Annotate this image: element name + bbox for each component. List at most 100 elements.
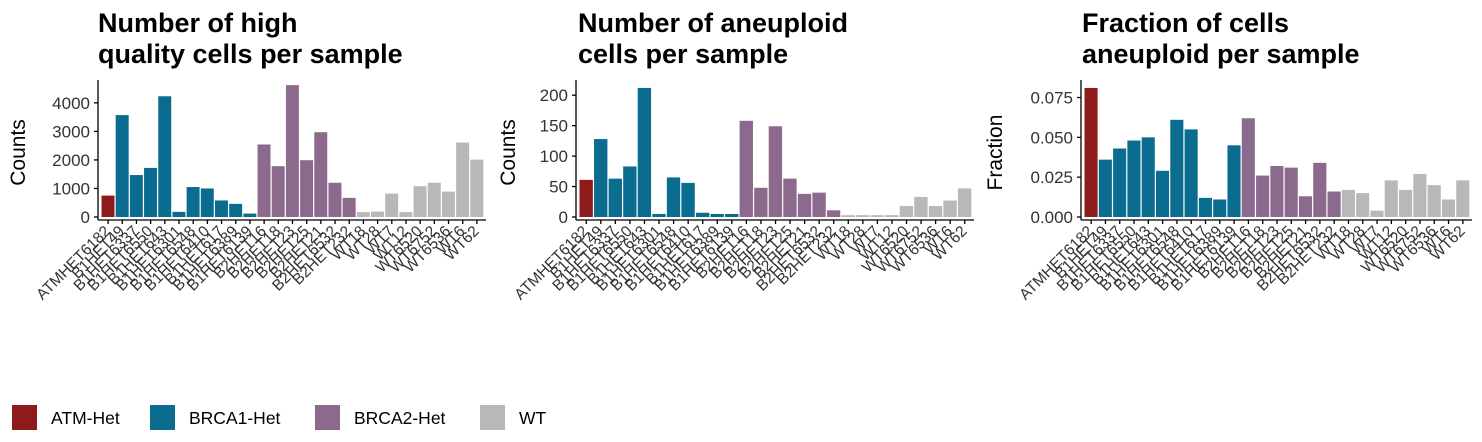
bar-B2HET23	[768, 126, 783, 217]
y-tick-label: 3000	[52, 122, 90, 141]
y-tick-label: 150	[540, 117, 568, 136]
legend-label: ATM-Het	[51, 408, 120, 428]
bar-B2HET25	[783, 178, 797, 217]
bar-B1HET6139	[1227, 145, 1241, 217]
bar-WT18	[841, 215, 855, 217]
legend-swatch	[12, 405, 37, 430]
legend-swatch	[315, 405, 340, 430]
y-axis-label: Counts	[497, 119, 520, 186]
bar-WT62	[1456, 180, 1470, 217]
bar-WT7	[385, 193, 399, 217]
bar-WT6536	[928, 206, 943, 217]
bar-B1HET6337	[608, 178, 622, 217]
bar-B2HET21	[314, 132, 328, 217]
bar-ATMHET6182	[579, 179, 593, 217]
bar-B1HET617	[695, 212, 710, 217]
bar-B1HET6410	[200, 188, 214, 217]
bar-B2HET25	[300, 160, 314, 217]
bar-B1HET49	[1098, 159, 1112, 217]
bar-B2HET25	[1284, 167, 1298, 217]
y-tick-label: 0	[81, 208, 90, 227]
legend-label: BRCA1-Het	[189, 408, 281, 428]
bar-B1HET6337	[129, 175, 143, 217]
bar-B1HET6550	[144, 167, 158, 217]
bar-WT28	[856, 215, 870, 217]
chart-title-line: Number of aneuploid	[578, 8, 848, 38]
bar-ATMHET6182	[101, 195, 115, 217]
legend-label: WT	[519, 408, 547, 428]
chart-title-line: cells per sample	[578, 39, 788, 69]
bar-B2HET23	[285, 85, 299, 217]
bar-WT62	[470, 159, 484, 217]
bar-WT6536	[441, 191, 455, 217]
chart-title-line: quality cells per sample	[98, 39, 403, 69]
y-tick-label: 0.025	[1030, 168, 1073, 187]
legend-swatch	[150, 405, 175, 430]
bar-B2HET18	[754, 187, 768, 217]
y-tick-label: 0.075	[1030, 89, 1073, 108]
bar-B1HET643	[158, 96, 172, 217]
bar-WT7	[870, 215, 884, 217]
bar-WT6752	[914, 196, 928, 217]
y-axis-label: Counts	[7, 119, 30, 186]
bar-B1HET6550	[1127, 140, 1141, 217]
bar-B1HET6410	[681, 182, 695, 217]
bar-WT6520	[899, 206, 914, 217]
bar-B1HET6139	[725, 213, 739, 217]
bar-B1HET6410	[1184, 129, 1198, 217]
bar-B1HET617	[214, 200, 228, 217]
bar-B2HET23	[1270, 166, 1284, 217]
bar-B2HET6532	[328, 182, 342, 217]
bar-B2HET6532	[1313, 162, 1327, 217]
y-tick-label: 0.000	[1030, 208, 1073, 227]
y-tick-label: 200	[540, 86, 568, 105]
bar-WT6520	[413, 186, 427, 217]
bar-WT12	[885, 215, 899, 217]
bar-B1HET6548	[1170, 119, 1184, 217]
bar-WT7	[1370, 210, 1384, 217]
chart-title-line: aneuploid per sample	[1082, 39, 1360, 69]
bar-WT28	[371, 211, 385, 217]
y-axis-label: Fraction	[984, 115, 1007, 191]
bar-B1HET6139	[243, 213, 257, 217]
bar-WT62	[957, 188, 972, 217]
bar-WT6752	[1413, 173, 1427, 217]
legend-label: BRCA2-Het	[354, 408, 446, 428]
bar-B2HET21	[797, 193, 812, 217]
legend-swatch	[480, 405, 505, 430]
bar-B1HET617	[1198, 197, 1212, 217]
bar-WT18	[356, 212, 370, 217]
bar-WT12	[1384, 180, 1398, 217]
y-tick-label: 0.050	[1030, 128, 1073, 147]
bar-B1HET6301	[1155, 170, 1170, 217]
bar-WT18	[1341, 189, 1355, 217]
bar-B2HET16	[1241, 118, 1255, 217]
y-tick-label: 4000	[52, 94, 90, 113]
bar-ATMHET6182	[1084, 87, 1098, 217]
chart-title-line: Number of high	[98, 8, 297, 38]
y-tick-label: 0	[559, 208, 568, 227]
bar-WT6	[943, 200, 957, 217]
bar-B1HET643	[1141, 137, 1155, 217]
bar-B1HET6389	[1213, 199, 1227, 217]
legend: ATM-Het BRCA1-Het BRCA2-Het WT	[12, 405, 547, 430]
bar-B1HET49	[115, 115, 129, 217]
bar-WT6	[456, 142, 470, 217]
bar-B2HET232	[826, 210, 841, 217]
bar-B2HET232	[1327, 191, 1341, 217]
bar-B1HET6548	[186, 187, 200, 217]
bar-WT6	[1441, 199, 1456, 217]
bar-B1HET6550	[623, 166, 637, 217]
bar-B2HET18	[1256, 175, 1270, 217]
bar-B2HET6532	[812, 192, 826, 217]
y-tick-label: 2000	[52, 151, 90, 170]
bar-WT6752	[427, 182, 441, 217]
bar-B1HET6301	[172, 211, 186, 217]
bar-B2HET16	[257, 144, 271, 217]
y-tick-label: 100	[540, 147, 568, 166]
bar-B1HET6301	[652, 213, 666, 217]
